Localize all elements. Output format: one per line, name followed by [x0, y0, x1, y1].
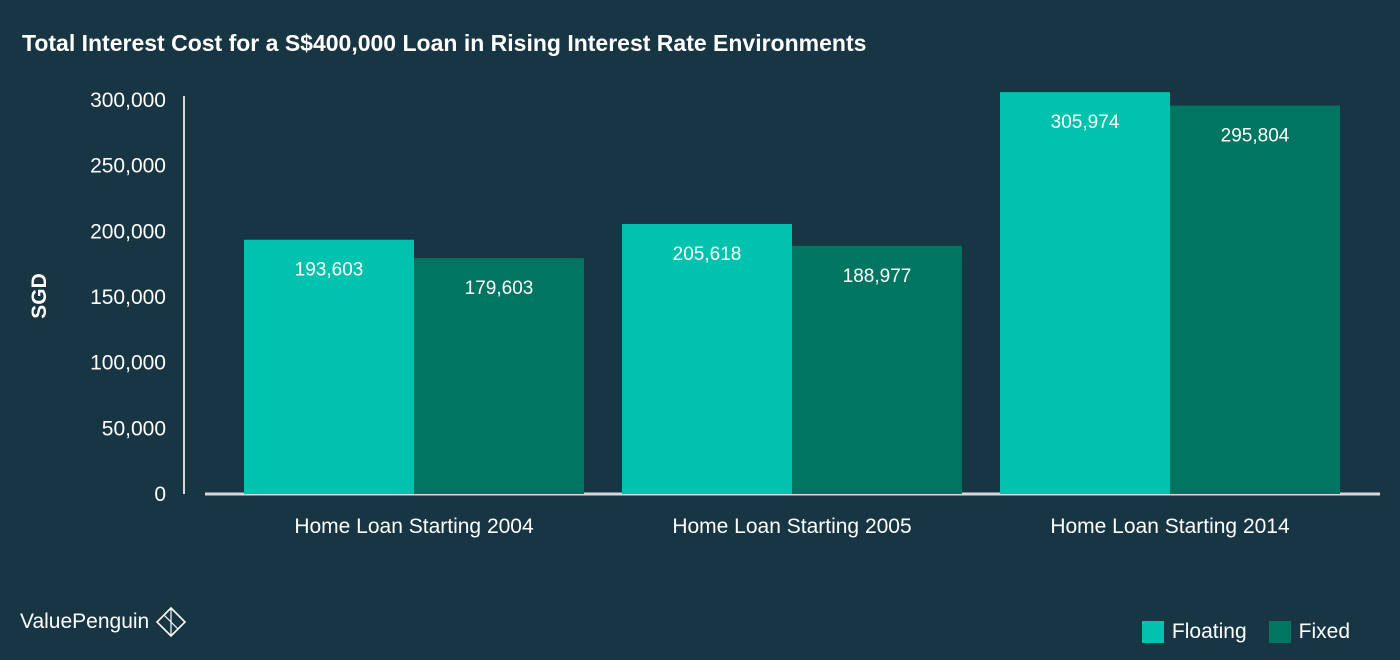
legend-label-fixed: Fixed [1298, 620, 1350, 643]
legend-swatch-floating [1141, 621, 1164, 643]
bar-chart: 0 50,000 100,000 150,000 200,000 250,000 300,0… [28, 89, 1380, 538]
y-tick-label: 250,000 [90, 155, 166, 178]
y-tick-label: 100,000 [90, 352, 166, 375]
y-axis-label: SGD [28, 273, 51, 319]
y-tick-label: 150,000 [90, 286, 166, 309]
data-label: 305,974 [1051, 112, 1120, 133]
bar-fixed-1 [414, 258, 584, 494]
y-tick-label: 50,000 [102, 417, 166, 440]
data-label: 188,977 [843, 266, 912, 287]
legend-swatch-fixed [1268, 621, 1291, 643]
data-label: 179,603 [465, 278, 534, 299]
data-label: 205,618 [673, 244, 742, 265]
y-tick-label: 300,000 [90, 89, 166, 112]
y-tick-label: 200,000 [90, 220, 166, 243]
chart-title: Total Interest Cost for a S$400,000 Loan… [22, 30, 867, 56]
data-label: 295,804 [1221, 126, 1290, 147]
y-tick-label: 0 [154, 483, 166, 506]
brand-name: ValuePenguin [20, 610, 150, 633]
data-label: 193,603 [295, 260, 364, 281]
chart-legend: Floating Fixed [1141, 620, 1350, 644]
legend-item-floating: Floating [1141, 620, 1247, 644]
penguin-diamond-icon [156, 606, 187, 638]
bar-floating-2 [622, 223, 792, 495]
bar-fixed-2 [792, 245, 962, 494]
brand-logo: ValuePenguin [20, 606, 187, 638]
legend-label-floating: Floating [1171, 620, 1247, 643]
x-tick-label: Home Loan Starting 2014 [1050, 515, 1290, 538]
x-tick-label: Home Loan Starting 2005 [672, 515, 911, 538]
bar-floating-3 [1000, 92, 1170, 494]
bar-fixed-3 [1170, 105, 1340, 495]
legend-item-fixed: Fixed [1268, 620, 1350, 644]
bar-floating-1 [244, 239, 414, 494]
x-tick-label: Home Loan Starting 2004 [294, 515, 534, 538]
